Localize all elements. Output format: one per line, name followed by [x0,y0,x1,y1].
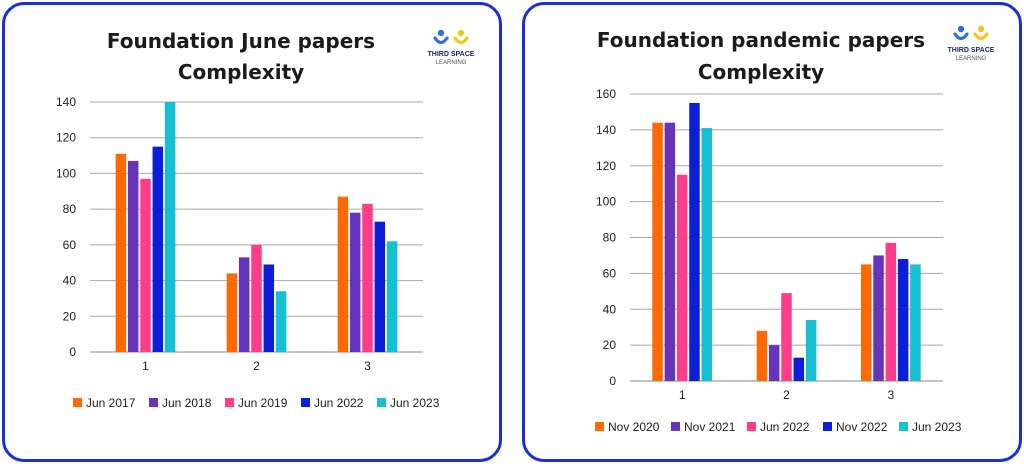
bar [805,320,817,381]
logo-line2: LEARNING [436,60,467,66]
logo-line1: THIRD SPACE [948,47,995,54]
legend-label: Nov 2021 [684,420,736,434]
y-tick-label: 80 [63,202,77,216]
y-tick-label: 160 [596,87,616,101]
bar [251,244,262,352]
legend-label: Jun 2019 [238,396,288,410]
x-category-label: 3 [364,359,371,373]
bar [756,330,768,381]
bar [873,255,884,381]
y-tick-label: 140 [56,95,76,109]
y-tick-label: 40 [603,302,617,316]
legend-label: Nov 2020 [608,420,660,434]
bar [152,146,164,352]
legend-label: Nov 2022 [836,420,888,434]
y-tick-label: 0 [609,374,616,388]
x-category-label: 1 [679,388,686,402]
bar [226,273,238,352]
x-category-label: 3 [887,388,894,402]
bar [701,128,713,381]
legend-label: Jun 2023 [912,420,962,434]
logo-line1: THIRD SPACE [428,51,475,58]
chart-title-line: Complexity [698,60,824,84]
legend-swatch [149,398,158,407]
bar [115,153,127,352]
bar [860,264,872,381]
bar [127,160,139,352]
y-tick-label: 120 [56,131,76,145]
y-tick-label: 40 [63,274,77,288]
logo-dot-icon [437,29,445,37]
logo-arc-icon [973,32,989,41]
bar [768,345,780,381]
pandemic-chart: Foundation pandemic papers Complexity 0 20 4… [595,25,995,434]
legend-swatch [301,398,310,407]
x-category-label: 1 [142,359,149,373]
bar [164,102,176,352]
bar [362,203,373,352]
june-chart: Foundation June papers Complexity 0 20 40 60 8… [56,29,475,410]
third-space-learning-logo: THIRD SPACE LEARNING [428,29,475,66]
bar [337,196,349,352]
bar [781,293,792,381]
y-tick-label: 80 [603,231,617,245]
logo-arc-icon [433,36,449,45]
chart-title-line: Complexity [178,60,304,84]
legend-label: Jun 2022 [314,396,364,410]
logo-dot-icon [977,25,985,33]
bar [275,291,287,352]
legend-swatch [899,422,908,431]
logo-dot-icon [957,25,965,33]
legend-swatch [823,422,832,431]
bar [897,259,909,381]
x-category-label: 2 [253,359,260,373]
bar [652,122,663,381]
y-tick-label: 60 [603,266,617,280]
logo-dot-icon [457,29,465,37]
bar [676,174,688,381]
logo-arc-icon [953,32,969,41]
chart-title-line: Foundation June papers [107,29,375,53]
bar [885,242,897,381]
legend-label: Jun 2017 [86,396,136,410]
chart-panel-pandemic: Foundation pandemic papers Complexity 0 20 4… [522,2,1022,462]
bar [793,357,805,381]
legend-swatch [595,422,604,431]
legend-label: Jun 2023 [390,396,440,410]
bar [910,264,921,381]
bar [263,264,275,352]
x-category-label: 2 [783,388,790,402]
legend-swatch [225,398,234,407]
legend-swatch [377,398,386,407]
legend-label: Jun 2018 [162,396,212,410]
logo-line2: LEARNING [956,56,987,62]
y-tick-label: 120 [596,159,616,173]
bar [238,257,250,352]
legend-swatch [747,422,756,431]
legend-swatch [73,398,82,407]
bar [386,241,398,352]
y-tick-label: 60 [63,238,77,252]
bar [664,122,676,381]
logo-arc-icon [453,36,469,45]
chart-title-line: Foundation pandemic papers [597,28,925,52]
chart-panel-june: Foundation June papers Complexity 0 20 40 60 8… [2,2,502,462]
y-tick-label: 20 [603,338,617,352]
y-tick-label: 100 [596,195,616,209]
bar [689,102,700,381]
y-tick-label: 100 [56,166,76,180]
bar [140,178,151,352]
third-space-learning-logo: THIRD SPACE LEARNING [948,25,995,62]
bar [374,221,386,352]
legend-swatch [671,422,680,431]
bar [349,212,361,352]
legend-label: Jun 2022 [760,420,810,434]
y-tick-label: 0 [69,345,76,359]
y-tick-label: 20 [63,309,77,323]
y-tick-label: 140 [596,123,616,137]
